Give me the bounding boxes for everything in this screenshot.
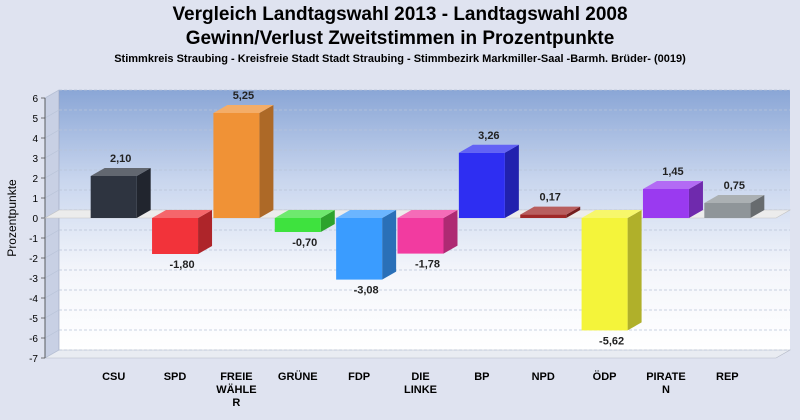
x-tick-label: BP [474, 371, 489, 383]
bar-top [336, 210, 397, 218]
plot-side-wall [44, 89, 60, 359]
data-label: 1,45 [662, 166, 683, 178]
y-tick-label: 1 [32, 194, 38, 205]
gridline-side [44, 229, 60, 239]
y-tick-label: 0 [32, 214, 38, 225]
y-tick-label: 4 [32, 134, 38, 145]
bar [581, 218, 628, 331]
gridline-side [44, 169, 60, 179]
bar-top [152, 210, 213, 218]
bar [520, 214, 567, 218]
data-label: -5,62 [599, 335, 624, 347]
y-tick-label: -4 [29, 294, 38, 305]
x-tick-label: NPD [532, 371, 555, 383]
y-tick-label: 3 [32, 154, 38, 165]
bar [90, 176, 137, 218]
bar-side [320, 210, 335, 232]
bar-top [581, 210, 642, 218]
data-label: 0,75 [724, 180, 745, 192]
bar [213, 113, 260, 218]
gridline-side [44, 289, 60, 299]
gridline-side [44, 269, 60, 279]
data-label: 3,26 [478, 130, 499, 142]
x-tick-label: GRÜNE [278, 370, 318, 383]
bar-top [90, 168, 151, 176]
bar-side [198, 210, 213, 254]
bar-top [397, 210, 458, 218]
y-tick-label: -7 [29, 354, 38, 365]
data-label: 2,10 [110, 153, 131, 165]
y-tick-label: -1 [29, 234, 38, 245]
bar-side [443, 210, 458, 254]
gridline-side [44, 349, 60, 359]
y-tick-label: 2 [32, 174, 38, 185]
bar-top [213, 105, 274, 113]
data-label: -1,80 [170, 259, 195, 271]
bar [458, 152, 505, 218]
chart-caption: Stimmkreis Straubing - Kreisfreie Stadt … [114, 53, 686, 65]
gridline-side [44, 189, 60, 199]
gridline-side [44, 89, 60, 99]
bar-side [566, 206, 581, 218]
gridline-side [44, 129, 60, 139]
data-label: 5,25 [233, 90, 254, 102]
bar-side [688, 181, 703, 218]
bar-side [382, 210, 397, 280]
bar-top [520, 206, 581, 215]
bar-top [704, 195, 765, 203]
x-tick-label: CSU [102, 371, 125, 383]
y-tick-label: 6 [32, 94, 38, 105]
chart-subtitle: Gewinn/Verlust Zweitstimmen in Prozentpu… [185, 28, 615, 49]
x-tick-label: FREIE WÄHLE R [216, 371, 256, 409]
y-tick-label: -6 [29, 334, 38, 345]
gridline-side [44, 149, 60, 159]
data-label: 0,17 [540, 192, 561, 204]
gridline-side [44, 329, 60, 339]
chart-title: Vergleich Landtagswahl 2013 - Landtagswa… [172, 4, 628, 25]
y-tick-label: -5 [29, 314, 38, 325]
y-tick-label: 5 [32, 114, 38, 125]
plot-floor [43, 349, 792, 359]
x-tick-label: SPD [164, 371, 187, 383]
bar [704, 203, 751, 218]
data-label: -0,70 [292, 237, 317, 249]
x-tick-label: PIRATE N [646, 371, 686, 396]
y-tick-label: -3 [29, 274, 38, 285]
bar-side [750, 195, 765, 218]
bar [152, 218, 199, 254]
bar-side [627, 210, 642, 331]
data-label: -1,78 [415, 259, 440, 271]
bar [397, 218, 444, 254]
data-label: -3,08 [354, 285, 379, 297]
bar-side [259, 105, 274, 218]
bar-top [642, 181, 703, 189]
bar-side [504, 144, 519, 218]
gridline-side [44, 109, 60, 119]
gridline-side [44, 249, 60, 259]
bar-top [274, 210, 335, 218]
y-tick-label: -2 [29, 254, 38, 265]
bar-side [136, 168, 151, 218]
x-tick-label: ÖDP [593, 370, 617, 383]
x-tick-label: FDP [348, 371, 370, 383]
x-tick-label: DIE LINKE [404, 371, 437, 396]
bar [642, 189, 689, 218]
bar-top [458, 144, 519, 153]
gridline-side [44, 309, 60, 319]
bar [336, 218, 383, 280]
x-tick-label: REP [716, 371, 739, 383]
bar [274, 218, 321, 232]
